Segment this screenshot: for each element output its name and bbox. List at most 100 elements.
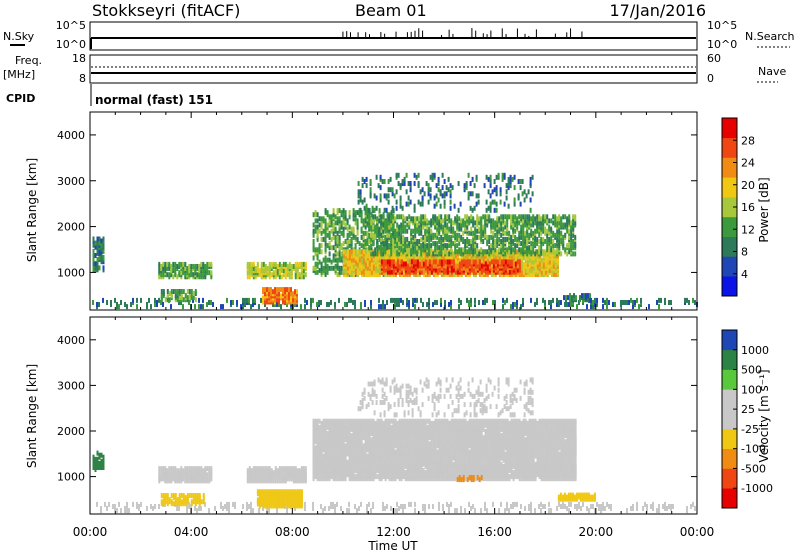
power-cell bbox=[100, 257, 103, 263]
power-cell bbox=[632, 304, 634, 310]
power-cell bbox=[416, 222, 419, 228]
power-cell bbox=[338, 297, 340, 303]
power-cell bbox=[496, 249, 499, 255]
power-cell bbox=[556, 222, 559, 228]
velocity-cell bbox=[268, 470, 271, 476]
power-cell bbox=[178, 295, 181, 301]
power-cell bbox=[434, 247, 437, 253]
power-cell bbox=[284, 274, 287, 280]
velocity-cell bbox=[132, 501, 134, 507]
power-cell bbox=[354, 210, 357, 216]
power-cell bbox=[336, 216, 339, 222]
power-cell bbox=[98, 265, 101, 271]
power-cell bbox=[516, 216, 519, 222]
velocity-cell bbox=[290, 466, 293, 472]
power-cell bbox=[544, 257, 547, 263]
power-cell bbox=[380, 214, 383, 220]
power-cell bbox=[312, 255, 315, 261]
velocity-cell bbox=[246, 476, 249, 482]
colorbar-tick-label: 20 bbox=[741, 179, 755, 192]
power-cell bbox=[212, 302, 214, 307]
velocity-cell bbox=[636, 506, 638, 511]
power-cell bbox=[370, 304, 372, 310]
power-cell bbox=[354, 259, 357, 265]
velocity-cell bbox=[114, 504, 116, 509]
power-cell bbox=[318, 267, 321, 273]
power-cell bbox=[524, 214, 527, 220]
power-cell bbox=[381, 179, 384, 184]
power-cell bbox=[244, 297, 246, 303]
power-cell bbox=[484, 214, 487, 220]
power-cell bbox=[392, 259, 395, 265]
power-cell bbox=[410, 247, 413, 253]
power-cell bbox=[516, 236, 519, 242]
velocity-cell bbox=[164, 499, 167, 505]
power-cell bbox=[462, 218, 465, 224]
power-cell bbox=[436, 245, 439, 251]
power-cell bbox=[422, 302, 424, 307]
power-cell bbox=[466, 297, 468, 303]
power-cell bbox=[498, 259, 501, 265]
power-cell bbox=[496, 228, 499, 234]
power-cell bbox=[412, 216, 415, 222]
power-cell bbox=[350, 226, 353, 232]
power-cell bbox=[364, 261, 367, 267]
power-cell bbox=[502, 218, 505, 224]
velocity-cell bbox=[170, 499, 173, 505]
power-cell bbox=[501, 176, 504, 182]
power-cell bbox=[332, 208, 335, 214]
power-cell bbox=[504, 300, 506, 305]
power-cell bbox=[434, 300, 436, 305]
velocity-cell bbox=[160, 472, 163, 478]
velocity-cell bbox=[116, 508, 118, 514]
velocity-cell bbox=[432, 504, 434, 509]
power-cell bbox=[354, 216, 357, 222]
power-cell bbox=[338, 216, 341, 222]
power-cell bbox=[505, 189, 508, 195]
power-cell bbox=[262, 299, 264, 305]
velocity-cell bbox=[558, 501, 560, 507]
power-cell bbox=[484, 297, 486, 303]
power-cell bbox=[544, 304, 546, 310]
power-cell bbox=[396, 226, 399, 232]
power-cell bbox=[346, 249, 349, 255]
power-cell bbox=[200, 304, 202, 310]
power-cell bbox=[433, 172, 436, 178]
power-cell bbox=[522, 261, 525, 267]
power-cell bbox=[572, 245, 575, 251]
power-cell bbox=[398, 297, 400, 303]
power-cell bbox=[190, 264, 193, 269]
power-cell bbox=[510, 304, 512, 310]
velocity-cell bbox=[292, 466, 295, 472]
power-cell bbox=[375, 174, 378, 180]
velocity-cell bbox=[198, 506, 200, 511]
power-cell bbox=[320, 269, 323, 275]
power-cell bbox=[300, 270, 303, 276]
power-cell bbox=[456, 263, 459, 269]
power-cell bbox=[467, 172, 470, 178]
power-cell bbox=[362, 243, 365, 249]
power-cell bbox=[425, 181, 428, 186]
power-cell bbox=[488, 234, 491, 240]
power-cell bbox=[382, 212, 385, 218]
power-cell bbox=[566, 226, 569, 232]
power-cell bbox=[364, 230, 367, 236]
velocity-cell bbox=[530, 508, 532, 514]
power-cell bbox=[322, 236, 325, 242]
power-cell bbox=[658, 297, 660, 303]
power-cell bbox=[489, 193, 492, 199]
power-cell bbox=[395, 205, 398, 211]
power-cell bbox=[474, 259, 477, 265]
power-cell bbox=[368, 218, 371, 224]
velocity-cell bbox=[508, 508, 510, 514]
velocity-cell bbox=[668, 504, 670, 509]
power-cell bbox=[326, 232, 329, 238]
velocity-cell bbox=[636, 501, 638, 507]
power-cell bbox=[396, 259, 399, 265]
power-cell bbox=[532, 230, 535, 236]
power-cell bbox=[360, 243, 363, 249]
power-cell bbox=[102, 248, 105, 254]
power-cell bbox=[519, 179, 522, 184]
power-cell bbox=[403, 181, 406, 186]
power-cell bbox=[443, 203, 446, 209]
